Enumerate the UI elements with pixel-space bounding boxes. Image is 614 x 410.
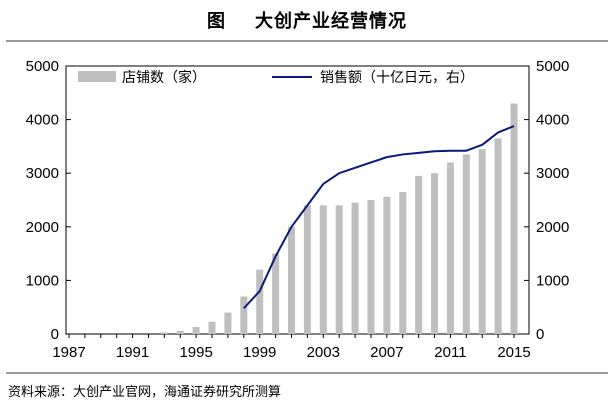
bar-1995 xyxy=(192,327,200,334)
bar-2000 xyxy=(272,253,280,334)
right-tick-label: 5000 xyxy=(536,58,569,75)
legend-label-sales: 销售额（十亿日元，右） xyxy=(320,70,474,86)
right-tick-label: 4000 xyxy=(536,112,569,129)
x-tick-label: 2003 xyxy=(307,344,340,361)
bar-2004 xyxy=(335,205,343,334)
chart-title-bar: 图 大创产业经营情况 xyxy=(0,0,614,40)
bar-1996 xyxy=(208,321,216,334)
left-tick-label: 3000 xyxy=(26,165,59,182)
right-tick-label: 3000 xyxy=(536,165,569,182)
bar-2001 xyxy=(288,226,295,334)
bar-2009 xyxy=(415,175,423,334)
right-tick-label: 0 xyxy=(536,326,544,343)
x-tick-label: 2015 xyxy=(497,344,530,361)
bar-2002 xyxy=(303,205,311,334)
bar-2010 xyxy=(431,173,439,334)
bar-1994 xyxy=(176,330,184,334)
bar-2005 xyxy=(351,202,359,334)
bar-2007 xyxy=(383,196,391,334)
bar-2012 xyxy=(462,154,470,334)
bar-2011 xyxy=(446,162,454,334)
bar-2006 xyxy=(367,200,375,334)
bottom-rule xyxy=(6,372,608,374)
bar-2003 xyxy=(319,205,327,334)
bar-1993 xyxy=(160,332,168,334)
x-tick-label: 2011 xyxy=(434,344,466,361)
chart-title: 图 大创产业经营情况 xyxy=(206,11,408,32)
left-tick-label: 5000 xyxy=(26,58,59,75)
legend-swatch-stores xyxy=(78,71,116,82)
sales-line xyxy=(243,125,515,309)
legend-label-stores: 店铺数（家） xyxy=(122,69,206,86)
right-tick-label: 1000 xyxy=(536,272,569,289)
x-tick-label: 1995 xyxy=(179,344,212,361)
x-tick-label: 2007 xyxy=(370,344,403,361)
right-tick-label: 2000 xyxy=(536,219,569,236)
bar-2015 xyxy=(510,103,518,335)
x-tick-label: 1991 xyxy=(116,344,149,361)
left-tick-label: 1000 xyxy=(26,272,59,289)
top-rule xyxy=(6,40,608,42)
bar-2008 xyxy=(399,191,407,334)
left-tick-label: 2000 xyxy=(26,219,59,236)
plot-frame xyxy=(65,65,530,335)
source-note: 资料来源：大创产业官网，海通证券研究所测算 xyxy=(8,385,282,400)
bar-line-chart: 0 1000 2000 3000 4000 5000 0 1000 2000 3000 4000 5… xyxy=(26,58,570,361)
bar-2014 xyxy=(494,138,502,334)
bar-1997 xyxy=(224,312,232,334)
left-tick-label: 4000 xyxy=(26,112,59,129)
bar-1999 xyxy=(256,269,264,334)
bar-2013 xyxy=(478,149,486,334)
x-tick-label: 1999 xyxy=(243,344,276,361)
bar-1998 xyxy=(240,296,248,334)
left-tick-label: 0 xyxy=(51,326,59,343)
x-tick-label: 1987 xyxy=(52,344,85,361)
